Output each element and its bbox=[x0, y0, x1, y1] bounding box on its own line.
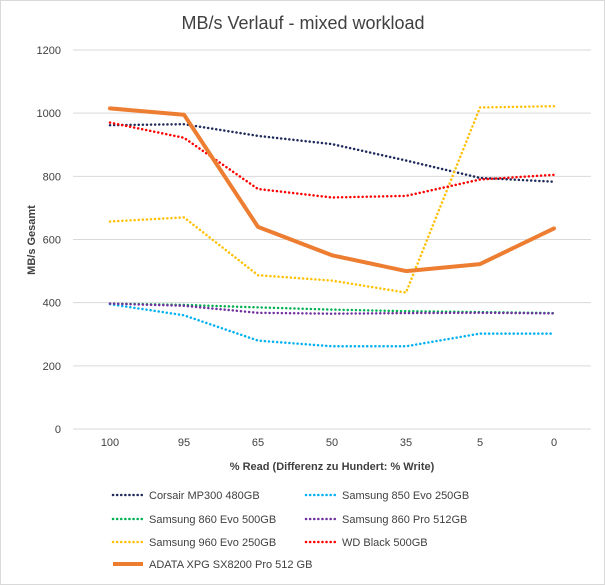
y-tick-label: 1000 bbox=[37, 108, 61, 120]
legend-label: ADATA XPG SX8200 Pro 512 GB bbox=[149, 559, 312, 571]
y-tick-label: 1200 bbox=[37, 45, 61, 57]
series-line-0 bbox=[108, 122, 556, 183]
x-tick-label: 50 bbox=[326, 437, 338, 449]
legend-label: Samsung 960 Evo 250GB bbox=[149, 537, 276, 549]
x-tick-label: 95 bbox=[178, 437, 190, 449]
chart-title: MB/s Verlauf - mixed workload bbox=[181, 13, 424, 33]
legend: Corsair MP300 480GB Samsung 850 Evo 250GB… bbox=[111, 490, 469, 571]
y-axis-title: MB/s Gesamt bbox=[26, 205, 38, 275]
legend-label: Samsung 860 Pro 512GB bbox=[342, 514, 467, 526]
y-axis-ticks: 0 200 400 600 800 1000 1200 bbox=[37, 45, 61, 436]
x-tick-label: 100 bbox=[101, 437, 119, 449]
series-line-1 bbox=[108, 302, 556, 348]
y-tick-label: 200 bbox=[43, 361, 61, 373]
x-tick-label: 35 bbox=[400, 437, 412, 449]
y-tick-label: 600 bbox=[43, 235, 61, 247]
series-line-3 bbox=[108, 302, 556, 315]
y-tick-label: 400 bbox=[43, 298, 61, 310]
series-line-5 bbox=[108, 121, 556, 199]
series-lines bbox=[108, 104, 556, 348]
series-line-4 bbox=[108, 104, 556, 294]
legend-label: Samsung 850 Evo 250GB bbox=[342, 490, 469, 502]
legend-label: Corsair MP300 480GB bbox=[149, 490, 260, 502]
x-tick-label: 65 bbox=[252, 437, 264, 449]
x-axis-title: % Read (Differenz zu Hundert: % Write) bbox=[230, 461, 435, 473]
series-line-6 bbox=[108, 106, 556, 274]
y-tick-label: 800 bbox=[43, 171, 61, 183]
x-tick-label: 5 bbox=[477, 437, 483, 449]
y-tick-label: 0 bbox=[55, 424, 61, 436]
legend-label: WD Black 500GB bbox=[342, 537, 428, 549]
x-axis-ticks: 100 95 65 50 35 5 0 bbox=[101, 437, 557, 449]
legend-label: Samsung 860 Evo 500GB bbox=[149, 514, 276, 526]
x-tick-label: 0 bbox=[551, 437, 557, 449]
